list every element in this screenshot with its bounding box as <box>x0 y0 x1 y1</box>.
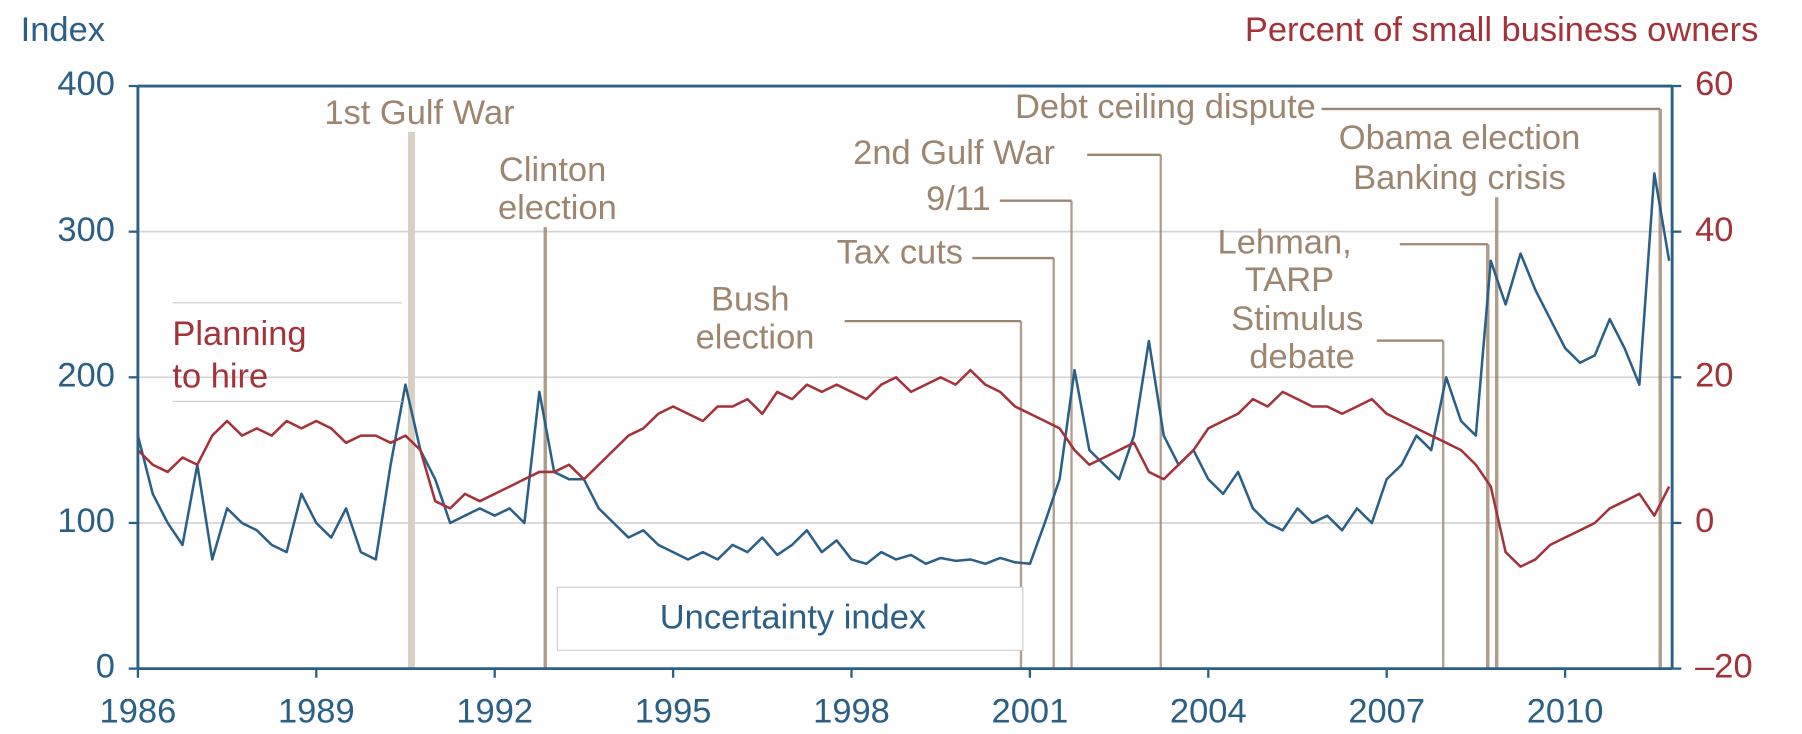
x-tick-label: 2010 <box>1527 692 1604 730</box>
annotation: 9/11 <box>926 180 991 218</box>
x-tick-label: 1986 <box>100 692 177 730</box>
annotation: Debt ceiling dispute <box>1015 88 1316 126</box>
series-label: Planning to hire <box>172 315 316 395</box>
y-tick-label: 400 <box>57 65 115 103</box>
y-tick-label: 0 <box>96 648 115 686</box>
series-line <box>136 172 1671 566</box>
annotation: Clinton election <box>498 151 617 227</box>
y2-tick-label: 0 <box>1695 502 1714 540</box>
annotation: Lehman, TARP <box>1218 223 1362 299</box>
x-tick-label: 1998 <box>813 692 890 730</box>
x-tick-label: 2001 <box>992 692 1069 730</box>
y-tick-label: 200 <box>57 356 115 394</box>
series-label: Uncertainty index <box>660 598 926 636</box>
annotation: 2nd Gulf War <box>853 134 1055 172</box>
annotation: Bush election <box>696 281 815 357</box>
y2-tick-label: 60 <box>1695 65 1733 103</box>
x-tick-label: 1995 <box>635 692 712 730</box>
y-tick-label: 300 <box>57 211 115 249</box>
x-tick-label: 2007 <box>1348 692 1425 730</box>
annotation: 1st Gulf War <box>324 94 514 132</box>
annotation: Obama election <box>1339 119 1580 157</box>
x-tick-label: 1992 <box>456 692 533 730</box>
y2-axis-label: Percent of small business owners <box>1245 11 1758 49</box>
y2-tick-label: –20 <box>1695 648 1753 686</box>
annotation: Tax cuts <box>837 234 963 272</box>
annotation: Banking crisis <box>1353 159 1566 197</box>
annotation: Stimulus debate <box>1231 300 1373 376</box>
y-axis-label: Index <box>21 11 105 49</box>
x-tick-label: 2004 <box>1170 692 1247 730</box>
y-tick-label: 100 <box>57 502 115 540</box>
series-line <box>137 368 1671 568</box>
x-tick-label: 1989 <box>278 692 355 730</box>
label-box <box>556 586 1024 651</box>
y2-tick-label: 40 <box>1695 211 1733 249</box>
y2-tick-label: 20 <box>1695 356 1733 394</box>
